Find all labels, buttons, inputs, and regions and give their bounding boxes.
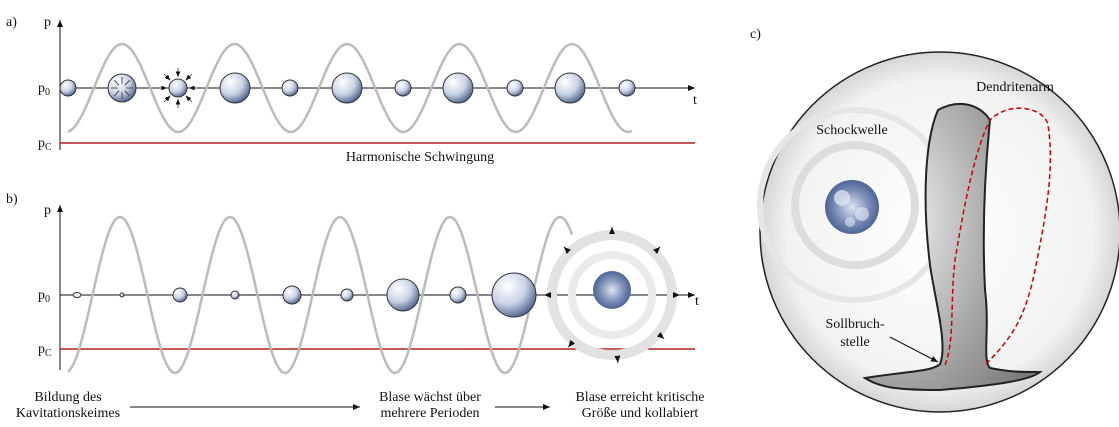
caption: Harmonische Schwingung <box>346 150 494 165</box>
bubble <box>283 286 301 304</box>
panel-b: b) p t p0 pC Bildung desKavitationskeime… <box>6 192 705 421</box>
pressure-arrow <box>186 74 192 80</box>
stage-label: Kavitationskeimes <box>16 406 120 421</box>
pressure-arrow <box>164 74 170 80</box>
panel-a: a) p t p0 pC Harmonische Schwingung <box>6 15 697 165</box>
bubble <box>60 80 76 96</box>
panel-c: c) Schockwelle Dendritenarm Sollbruch-st… <box>750 27 1119 412</box>
stage-label: Blase erreicht kritische <box>575 390 704 405</box>
bubble <box>619 80 635 96</box>
pressure-arrow <box>164 96 170 102</box>
bubble <box>387 279 419 311</box>
label: Dendritenarm <box>976 80 1054 95</box>
stage-label: Blase wächst über <box>379 390 481 405</box>
label: Schockwelle <box>816 123 888 138</box>
bubble <box>395 80 411 96</box>
axis-label: t <box>693 93 697 108</box>
stage-label: Bildung des <box>34 390 101 405</box>
collapsed-bubble <box>593 271 631 309</box>
bubble <box>341 289 353 301</box>
pressure-arrow <box>186 96 192 102</box>
bubble <box>220 73 250 103</box>
axis-label: t <box>695 294 699 309</box>
collapsed-bubble <box>825 180 879 234</box>
figure: a) p t p0 pC Harmonische Schwingung b) p… <box>0 0 1119 427</box>
p0-label: p0 <box>38 81 50 98</box>
bubble <box>332 73 362 103</box>
bubble <box>73 293 81 298</box>
axis-label: p <box>44 203 51 218</box>
bubble <box>492 273 536 317</box>
panel-label: b) <box>6 192 18 207</box>
panel-label: c) <box>750 27 761 42</box>
bubble <box>507 80 523 96</box>
shock-arrow <box>617 357 618 363</box>
p0-label: p0 <box>38 288 50 305</box>
stage-label: mehrere Perioden <box>380 406 479 421</box>
bubble <box>555 73 585 103</box>
bubble <box>120 293 124 297</box>
pc-label: pC <box>38 342 52 359</box>
pc-label: pC <box>38 136 52 153</box>
bubble <box>450 287 466 303</box>
panel-label: a) <box>6 15 17 30</box>
stage-label: Größe und kollabiert <box>582 406 699 421</box>
bubble <box>282 80 298 96</box>
bubble <box>169 79 187 97</box>
bubble <box>231 291 239 299</box>
axis-label: p <box>44 15 51 30</box>
bubble <box>173 288 187 302</box>
bubble <box>443 73 473 103</box>
